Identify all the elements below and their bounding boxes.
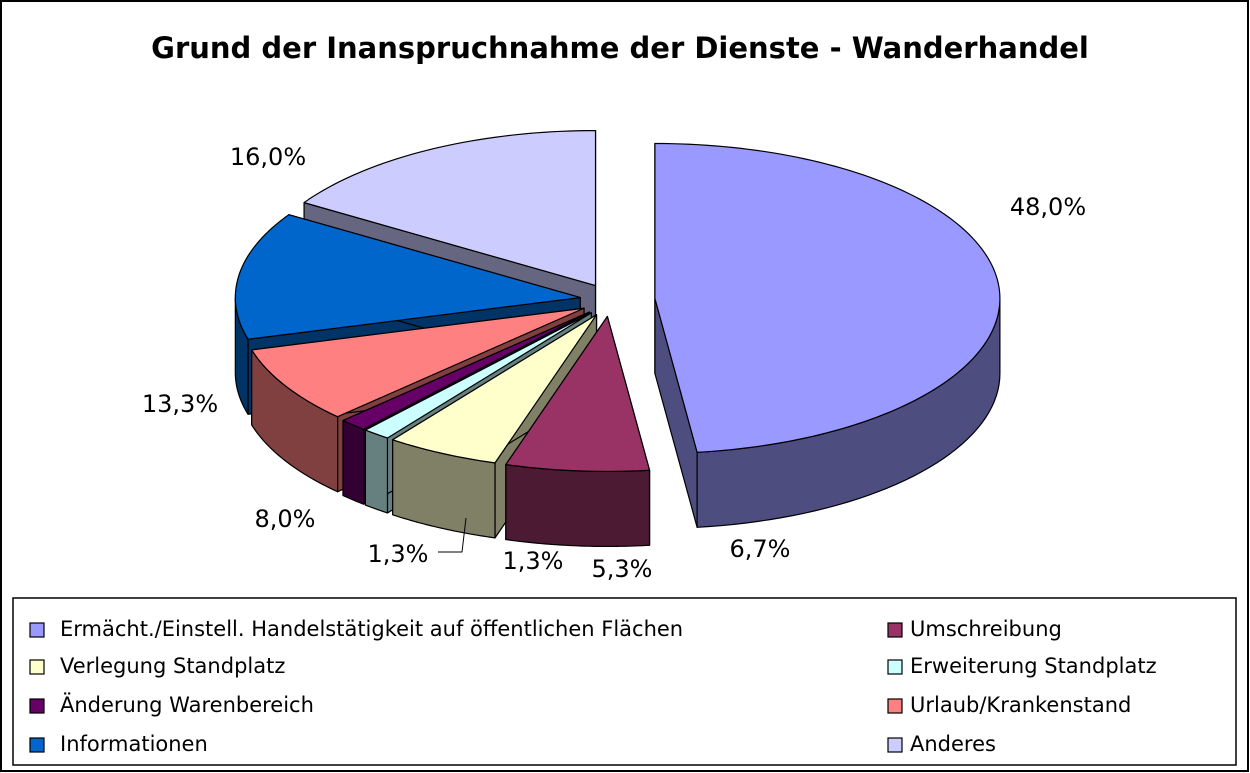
legend-swatch [887, 622, 903, 638]
legend-label: Änderung Warenbereich [60, 692, 314, 717]
slice [654, 142, 1001, 528]
legend-label: Informationen [60, 732, 208, 756]
data-label: 16,0% [230, 143, 306, 171]
slice-top [251, 307, 585, 418]
slice-top [303, 129, 597, 287]
slice-top [234, 214, 581, 340]
legend-swatch [29, 737, 45, 753]
slice-top [342, 311, 591, 430]
slice-wall [505, 463, 651, 548]
slice [505, 315, 651, 548]
slice-top [505, 315, 651, 473]
legend-swatch [887, 737, 903, 753]
legend-swatch [29, 659, 45, 675]
slice-wall [342, 419, 365, 505]
data-label: 48,0% [1010, 193, 1086, 221]
data-label: 13,3% [142, 390, 218, 418]
legend-label: Verlegung Standplatz [60, 654, 285, 678]
legend-swatch [887, 698, 903, 714]
legend-swatch [887, 659, 903, 675]
legend-swatch [29, 698, 45, 714]
legend-box [12, 597, 1237, 766]
chart-title: Grund der Inanspruchnahme der Dienste - … [151, 31, 1089, 65]
data-label: 6,7% [730, 535, 791, 563]
data-label: 5,3% [592, 555, 653, 583]
legend-label: Erweiterung Standplatz [910, 654, 1157, 678]
pie [234, 129, 1001, 548]
data-label: 1,3% [503, 547, 564, 575]
data-label: 8,0% [255, 505, 316, 533]
slice-top [654, 142, 1001, 453]
legend-label: Ermächt./Einstell. Handelstätigkeit auf … [60, 617, 683, 641]
leader-line [438, 517, 467, 553]
legend-label: Urlaub/Krankenstand [910, 693, 1131, 717]
slice-top [392, 314, 598, 464]
slice-top [364, 312, 592, 439]
slice-wall [364, 429, 389, 514]
legend-label: Anderes [910, 732, 996, 756]
legend-swatch [29, 622, 45, 638]
legend-label: Umschreibung [910, 617, 1062, 641]
data-label: 1,3% [368, 540, 429, 568]
